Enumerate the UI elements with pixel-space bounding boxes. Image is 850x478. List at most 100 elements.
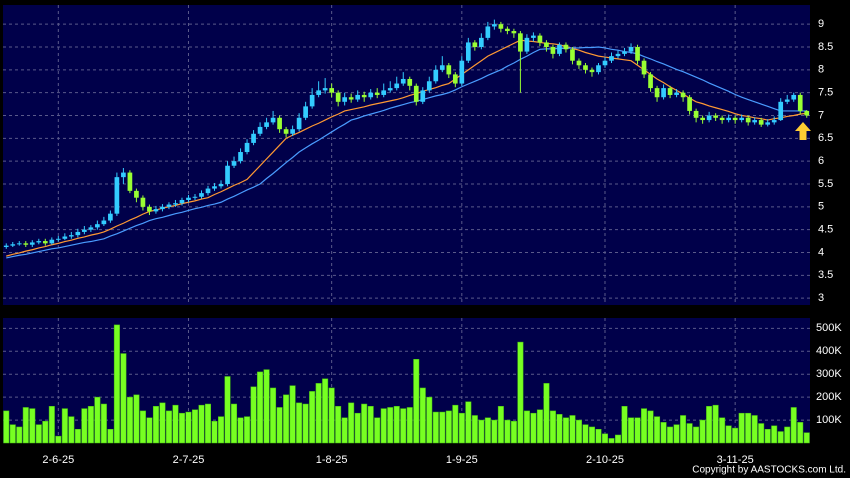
candle-body <box>199 193 204 197</box>
candle-body <box>251 133 256 143</box>
volume-bar <box>478 419 485 444</box>
candle-body <box>264 122 269 127</box>
volume-bar <box>510 420 517 444</box>
volume-bar <box>152 406 159 444</box>
candle-body <box>472 42 478 48</box>
volume-bar <box>654 416 661 444</box>
y-tick-label: 3 <box>818 292 824 304</box>
volume-bar <box>224 376 231 444</box>
candle-body <box>29 242 35 245</box>
volume-bar <box>569 415 576 444</box>
candle-body <box>537 35 543 43</box>
volume-bar <box>231 403 238 444</box>
candle-body <box>36 241 42 243</box>
candle-body <box>335 92 341 102</box>
volume-bar <box>218 416 225 444</box>
y-tick-label: 100K <box>816 414 842 426</box>
candle-body <box>108 213 113 221</box>
y-tick-label: 4 <box>818 246 824 258</box>
candle-body <box>166 204 172 207</box>
volume-bar <box>257 371 264 444</box>
candle-body <box>452 74 458 84</box>
candle-body <box>10 244 16 246</box>
candle-body <box>531 35 536 38</box>
price-panel <box>3 5 810 305</box>
candle-body <box>641 60 647 75</box>
volume-bar <box>549 410 556 444</box>
candle-body <box>797 94 803 111</box>
candle-body <box>524 37 530 52</box>
candle-body <box>82 229 87 232</box>
candle-body <box>114 177 120 214</box>
volume-bar <box>712 404 719 444</box>
candle-body <box>687 97 692 111</box>
volume-bar <box>81 408 88 444</box>
volume-bar <box>680 415 687 444</box>
volume-bar <box>615 434 621 444</box>
volume-bar <box>61 408 68 444</box>
candle-body <box>544 42 549 48</box>
candle-body <box>667 88 673 95</box>
candle-body <box>583 65 588 70</box>
volume-bar <box>797 422 804 444</box>
volume-bar <box>790 407 797 444</box>
candle-body <box>121 172 126 178</box>
candle-body <box>160 206 165 210</box>
volume-bar <box>139 410 146 444</box>
volume-bar <box>185 411 192 444</box>
candle-body <box>550 47 556 54</box>
volume-bar <box>133 394 140 444</box>
volume-bar <box>35 424 42 444</box>
x-tick-label: 2-10-25 <box>586 454 624 466</box>
candle-body <box>88 227 94 230</box>
candle-body <box>277 117 282 130</box>
volume-bar <box>250 386 257 444</box>
volume-bar <box>602 433 608 444</box>
candle-body <box>478 37 484 48</box>
candle-body <box>387 88 393 91</box>
volume-bar <box>68 416 75 444</box>
candle-body <box>42 241 48 244</box>
volume-bar <box>263 369 270 444</box>
volume-bar <box>192 409 198 444</box>
volume-bar <box>758 423 765 444</box>
volume-bar <box>165 410 172 444</box>
volume-bar <box>120 353 127 444</box>
candle-body <box>322 88 328 91</box>
candle-body <box>316 90 321 95</box>
candle-body <box>127 172 133 191</box>
candle-body <box>563 44 569 50</box>
candle-body <box>771 120 777 123</box>
volume-bar <box>543 383 550 444</box>
candle-body <box>257 126 263 134</box>
candle-body <box>680 92 686 98</box>
volume-bar <box>465 401 472 444</box>
volume-bar <box>608 438 615 444</box>
volume-bar <box>113 324 120 444</box>
volume-bar <box>387 407 394 444</box>
plot-layer: 3 3.5 4 4.5 5 5.5 6 6.5 7 7.5 8 8.5 9 100K 200K 300K 400… <box>3 5 842 466</box>
volume-bar <box>621 406 628 444</box>
candle-body <box>518 33 523 52</box>
candle-body <box>505 28 510 32</box>
x-tick-label: 1-8-25 <box>316 454 348 466</box>
y-tick-label: 8.5 <box>818 41 833 53</box>
volume-bar <box>432 411 439 444</box>
arrow-icon <box>795 122 811 140</box>
volume-bar <box>348 402 355 444</box>
y-tick-label: 6.5 <box>818 132 833 144</box>
candle-body <box>186 197 191 200</box>
candle-body <box>615 53 621 57</box>
candle-body <box>147 206 152 212</box>
volume-bar <box>530 412 537 444</box>
candle-body <box>49 239 55 244</box>
y-tick-label: 6 <box>818 155 824 167</box>
candle-body <box>95 224 100 228</box>
candle-body <box>765 122 771 125</box>
candle-body <box>55 238 61 240</box>
candle-body <box>719 117 725 121</box>
volume-bar <box>738 412 745 444</box>
volume-bar <box>439 411 446 444</box>
volume-bar <box>374 417 381 444</box>
